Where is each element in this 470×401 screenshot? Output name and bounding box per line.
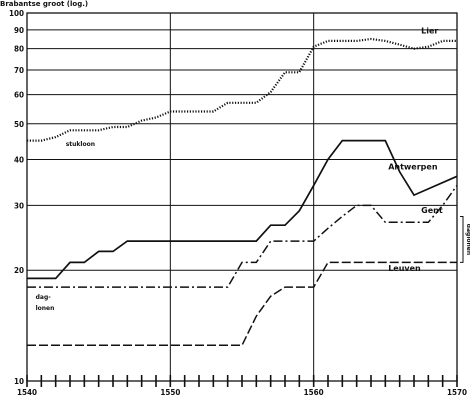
annotation-stukloon: stukloon <box>66 141 95 148</box>
y-tick-label-90: 90 <box>14 26 24 35</box>
series-line-lier <box>27 37 457 142</box>
annotation-daglonen-right: daglonen <box>465 224 470 255</box>
x-tick-label-1550: 1550 <box>160 388 180 397</box>
series-labels: Lier Antwerpen Gent Leuven <box>388 26 443 273</box>
series-lines <box>27 37 458 347</box>
series-label-lier: Lier <box>421 26 438 35</box>
x-tick-marks <box>26 375 458 387</box>
annotations: stukloon dag-lonen daglonen <box>36 141 470 312</box>
y-tick-label-100: 100 <box>9 9 24 18</box>
y-tick-label-80: 80 <box>14 45 24 54</box>
y-tick-label-10: 10 <box>14 377 24 386</box>
series-line-leuven <box>27 261 457 347</box>
y-tick-label-30: 30 <box>14 201 24 210</box>
series-label-gent: Gent <box>421 206 443 215</box>
grid-lines <box>26 12 458 382</box>
y-tick-label-60: 60 <box>14 91 24 100</box>
x-tick-label-1570: 1570 <box>447 388 467 397</box>
y-tick-labels: 10 20 30 40 50 60 70 80 90 100 <box>9 9 24 386</box>
series-line-antwerpen <box>27 139 458 280</box>
x-tick-label-1540: 1540 <box>17 388 37 397</box>
x-tick-labels: 1540 1550 1560 1570 <box>17 388 467 397</box>
annotation-daglonen-left-1: lonen <box>36 305 55 312</box>
series-label-leuven: Leuven <box>388 264 421 273</box>
daglonen-bracket <box>460 215 464 263</box>
series-line-gent <box>27 184 458 288</box>
y-tick-label-40: 40 <box>14 155 24 164</box>
y-tick-label-70: 70 <box>14 66 24 75</box>
annotation-daglonen-left-0: dag- <box>36 294 52 301</box>
y-tick-label-20: 20 <box>14 266 24 275</box>
y-axis-title: Brabantse groot (log.) <box>0 0 88 8</box>
x-tick-label-1560: 1560 <box>304 388 324 397</box>
plot-frame <box>26 12 458 382</box>
series-label-antwerpen: Antwerpen <box>388 162 438 171</box>
y-tick-label-50: 50 <box>14 120 24 129</box>
